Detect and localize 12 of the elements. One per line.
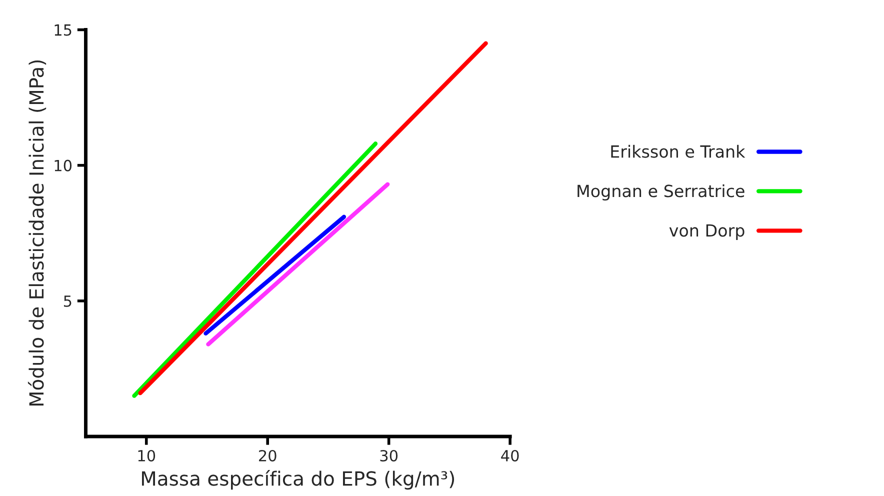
x-tick-label: 40 [501,450,519,462]
legend-label: von Dorp [669,224,744,240]
y-tick-label: 10 [54,160,72,172]
x-axis-title: Massa específica do EPS (kg/m³) [142,470,454,490]
legend-label: Eriksson e Trank [611,144,746,158]
x-tick-label: 30 [380,450,398,462]
legend-label: Mognan e Serratrice [578,184,744,201]
y-tick-label: 5 [64,296,72,307]
y-tick-label: 15 [54,24,72,36]
x-tick-label: 20 [259,450,276,462]
x-tick-label: 10 [138,450,156,462]
y-axis-title: Módulo de Elasticidade Inicial (MPa) [28,60,46,406]
